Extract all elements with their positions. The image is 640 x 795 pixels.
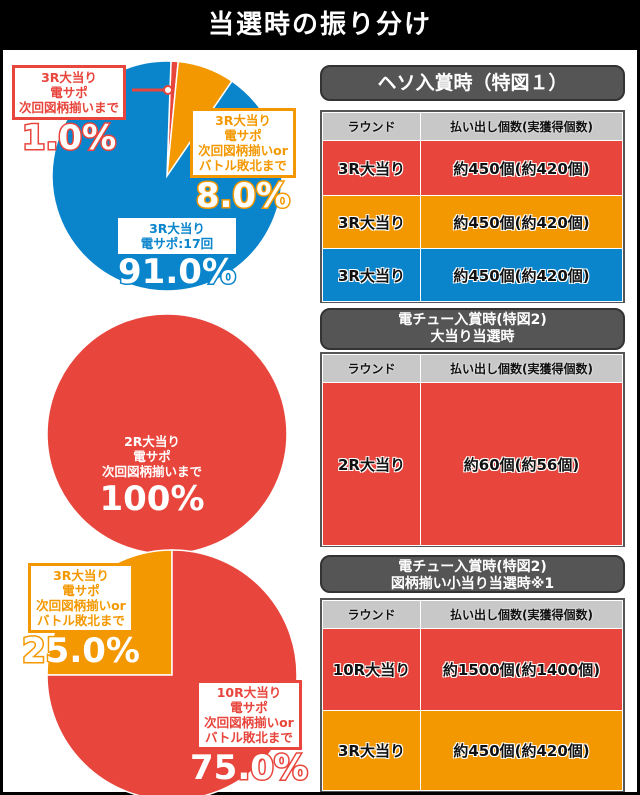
column-header: 払い出し個数(実獲得個数) — [420, 112, 623, 141]
table-row: 3R大当り 約450個(約420個) — [322, 140, 623, 196]
table-banner: ヘソ入賞時（特図１） — [320, 65, 625, 101]
table-row: 3R大当り 約450個(約420個) — [322, 195, 623, 249]
column-header: 払い出し個数(実獲得個数) — [420, 354, 623, 383]
label-line: 電サポ — [133, 449, 171, 464]
banner-line: 大当り当選時 — [430, 329, 515, 345]
label-line: 次回図柄揃いorバトル敗北まで — [198, 143, 288, 173]
payout-cell: 約450個(約420個) — [420, 710, 623, 791]
round-cell: 3R大当り — [322, 195, 421, 249]
payout-table: ラウンド 払い出し個数(実獲得個数) 2R大当り 約60個(約56個) — [320, 352, 625, 547]
banner-line: 電チュー入賞時(特図2) — [398, 559, 547, 575]
slice-label: 3R大当り 電サポ 次回図柄揃いorバトル敗北まで — [190, 108, 296, 178]
label-line: 電サポ — [62, 583, 100, 598]
label-line: 3R大当り — [53, 568, 109, 583]
banner-line: ヘソ入賞時（特図１） — [377, 72, 568, 94]
pie-percent: 25.0% — [21, 631, 142, 671]
pie-label-p1a: 3R大当り 電サポ 次回図柄揃いまで 1.0% — [12, 65, 127, 158]
column-header: 払い出し個数(実獲得個数) — [420, 600, 623, 629]
pie-percent: 75.0% — [189, 748, 310, 788]
label-line: 電サポ — [230, 700, 268, 715]
pie-label-p3b: 10R大当り 電サポ 次回図柄揃いorバトル敗北まで 75.0% — [189, 680, 310, 788]
banner-line: 図柄揃い小当り当選時※1 — [390, 576, 555, 592]
label-line: 次回図柄揃いorバトル敗北まで — [204, 715, 294, 745]
column-header: ラウンド — [322, 112, 421, 141]
table-header: ラウンド 払い出し個数(実獲得個数) — [322, 112, 623, 141]
pie-percent: 100% — [98, 479, 206, 519]
payout-table: ラウンド 払い出し個数(実獲得個数) 3R大当り 約450個(約420個) 3R大当り約… — [320, 110, 625, 303]
pie-percent: 1.0% — [20, 118, 117, 158]
label-line: 電サポ — [224, 128, 262, 143]
label-line: 電サポ:17回 — [140, 236, 214, 251]
column-header: ラウンド — [322, 600, 421, 629]
label-line: 2R大当り — [124, 434, 180, 449]
table-row: 3R大当り 約450個(約420個) — [322, 710, 623, 791]
table-header: ラウンド 払い出し個数(実獲得個数) — [322, 600, 623, 629]
label-line: 次回図柄揃いまで — [19, 100, 120, 115]
payout-cell: 約450個(約420個) — [420, 195, 623, 249]
payout-cell: 約60個(約56個) — [420, 382, 623, 546]
pie-percent: 8.0% — [194, 176, 291, 216]
table-banner: 電チュー入賞時(特図2) 図柄揃い小当り当選時※1 — [320, 555, 625, 593]
pie-label-p1c: 3R大当り 電サポ:17回 91.0% — [117, 218, 238, 292]
label-line: 3R大当り — [149, 221, 205, 236]
table-row: 2R大当り 約60個(約56個) — [322, 382, 623, 546]
payout-cell: 約450個(約420個) — [420, 140, 623, 196]
table-row: 10R大当り 約1500個(約1400個) — [322, 628, 623, 711]
pie-percent: 91.0% — [117, 252, 238, 292]
payout-cell: 約450個(約420個) — [420, 248, 623, 302]
label-line: 次回図柄揃いまで — [102, 464, 203, 479]
label-line: 10R大当り — [216, 685, 282, 700]
round-cell: 2R大当り — [322, 382, 421, 546]
label-line: 3R大当り — [215, 113, 271, 128]
table-header: ラウンド 払い出し個数(実獲得個数) — [322, 354, 623, 383]
page-title: 当選時の振り分け — [207, 10, 432, 40]
round-cell: 3R大当り — [322, 140, 421, 196]
pie1-leader-dot — [163, 85, 173, 95]
label-line: 次回図柄揃いorバトル敗北まで — [36, 598, 126, 628]
pie-label-p3a: 3R大当り 電サポ 次回図柄揃いorバトル敗北まで 25.0% — [21, 563, 142, 671]
pie-label-p2a: 2R大当り 電サポ 次回図柄揃いまで 100% — [98, 432, 206, 519]
slice-label: 10R大当り 電サポ 次回図柄揃いorバトル敗北まで — [195, 680, 302, 750]
payout-cell: 約1500個(約1400個) — [420, 628, 623, 711]
slice-label: 3R大当り 電サポ 次回図柄揃いorバトル敗北まで — [27, 563, 134, 633]
payout-table: ラウンド 払い出し個数(実獲得個数) 10R大当り 約1500個(約1400個) 3R大… — [320, 598, 625, 792]
banner-line: 電チュー入賞時(特図2) — [398, 312, 547, 328]
round-cell: 3R大当り — [322, 248, 421, 302]
round-cell: 3R大当り — [322, 710, 421, 791]
pie-label-p1b: 3R大当り 電サポ 次回図柄揃いorバトル敗北まで 8.0% — [190, 108, 296, 216]
column-header: ラウンド — [322, 354, 421, 383]
label-line: 3R大当り — [41, 70, 97, 85]
round-cell: 10R大当り — [322, 628, 421, 711]
table-banner: 電チュー入賞時(特図2) 大当り当選時 — [320, 308, 625, 350]
label-line: 電サポ — [50, 85, 88, 100]
table-row: 3R大当り 約450個(約420個) — [322, 248, 623, 302]
